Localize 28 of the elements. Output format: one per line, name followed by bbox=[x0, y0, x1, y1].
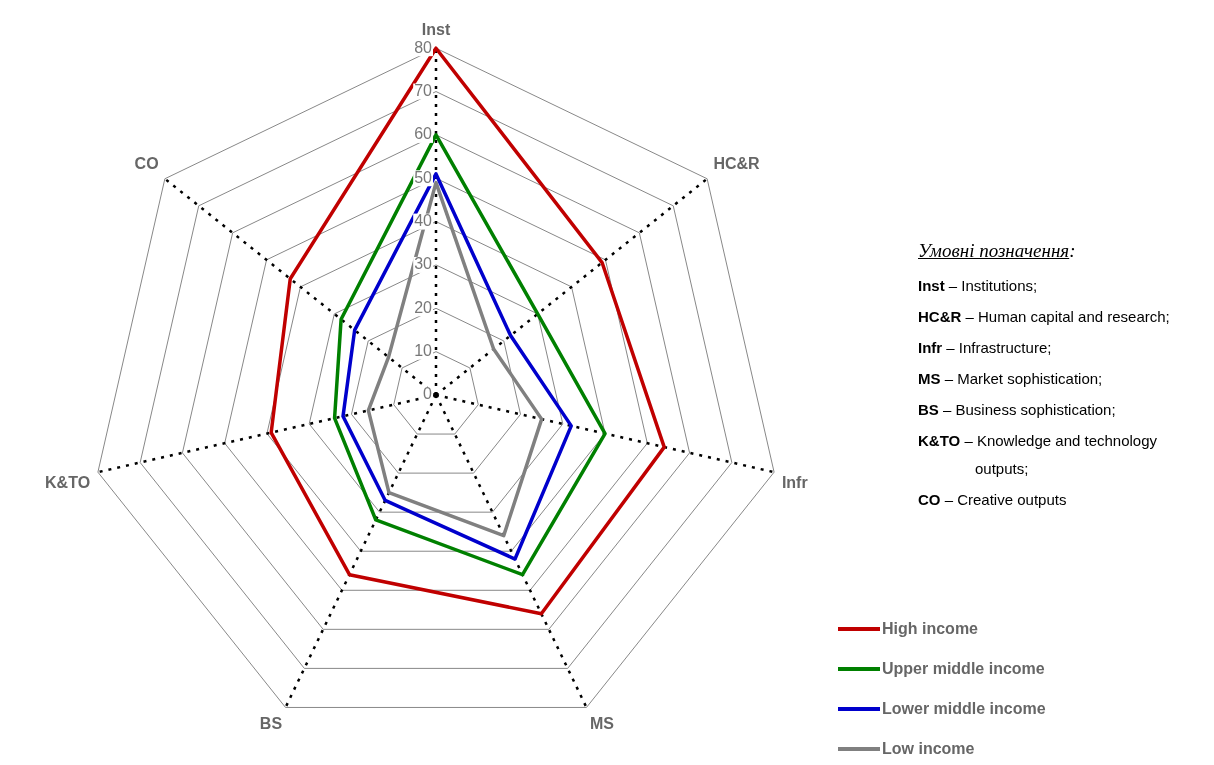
y-tick-label: 70 bbox=[414, 81, 433, 99]
y-tick-label: 40 bbox=[414, 212, 433, 230]
y-tick-label: 10 bbox=[414, 342, 433, 360]
legend-label: High income bbox=[882, 619, 979, 638]
y-tick-label: 50 bbox=[414, 168, 433, 186]
y-tick-label: 20 bbox=[414, 298, 433, 316]
text: K&TO – Knowledge and technology outputs; bbox=[918, 431, 1159, 479]
spoke-label: Inst bbox=[421, 21, 451, 39]
y-tick-label: 80 bbox=[414, 38, 433, 56]
y-tick-label: 0 bbox=[423, 385, 433, 403]
legend-label: Lower middle income bbox=[882, 699, 1046, 718]
text: Inst – Institutions; bbox=[918, 276, 1039, 296]
y-tick-label: 60 bbox=[414, 125, 433, 143]
spoke-label: CO bbox=[134, 154, 159, 172]
text: MS – Market sophistication; bbox=[918, 369, 1104, 389]
legend-label: Upper middle income bbox=[882, 659, 1045, 678]
text: CO – Creative outputs bbox=[918, 490, 1068, 510]
text: HC&R – Human capital and research; bbox=[918, 307, 1171, 327]
spoke-label: K&TO bbox=[45, 473, 91, 491]
y-tick-label: 30 bbox=[414, 255, 433, 273]
text: Infr – Infrastructure; bbox=[918, 338, 1053, 358]
text: BS – Business sophistication; bbox=[918, 400, 1117, 420]
spoke-label: MS bbox=[589, 714, 615, 732]
spoke-label: Infr bbox=[781, 473, 808, 491]
text: Умовні позначення: bbox=[918, 240, 1077, 262]
spoke-label: BS bbox=[259, 714, 283, 732]
legend-label: Low income bbox=[882, 739, 975, 758]
spoke-label: HC&R bbox=[713, 154, 761, 172]
